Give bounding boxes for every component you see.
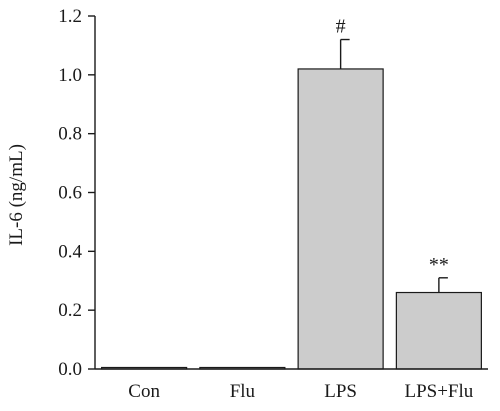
x-category-label: Flu: [230, 381, 256, 402]
bar: [395, 291, 482, 370]
y-tick-label: 0.8: [58, 124, 82, 145]
x-category-label: Con: [128, 381, 160, 402]
x-axis-categories: Con Flu LPS LPS+Flu: [128, 381, 473, 402]
y-tick-label: 0.2: [58, 300, 82, 321]
bars: [101, 68, 482, 370]
y-tick-label: 1.2: [58, 6, 82, 27]
y-tick-label: 0.4: [58, 241, 82, 262]
y-tick-label: 1.0: [58, 65, 82, 86]
y-tick-label: 0.6: [58, 183, 82, 204]
error-bars: [339, 38, 448, 293]
x-category-label: LPS: [324, 381, 357, 402]
significance-label: #: [336, 16, 346, 38]
significance-markers: # **: [336, 16, 449, 276]
y-axis-ticks: 0.0 0.2 0.4 0.6 0.8 1.0 1.2: [58, 6, 95, 380]
bar: [297, 68, 384, 370]
y-tick-label: 0.0: [58, 359, 82, 380]
x-category-label: LPS+Flu: [404, 381, 473, 402]
significance-label: **: [429, 254, 449, 276]
y-axis-title: IL-6 (ng/mL): [6, 144, 27, 246]
